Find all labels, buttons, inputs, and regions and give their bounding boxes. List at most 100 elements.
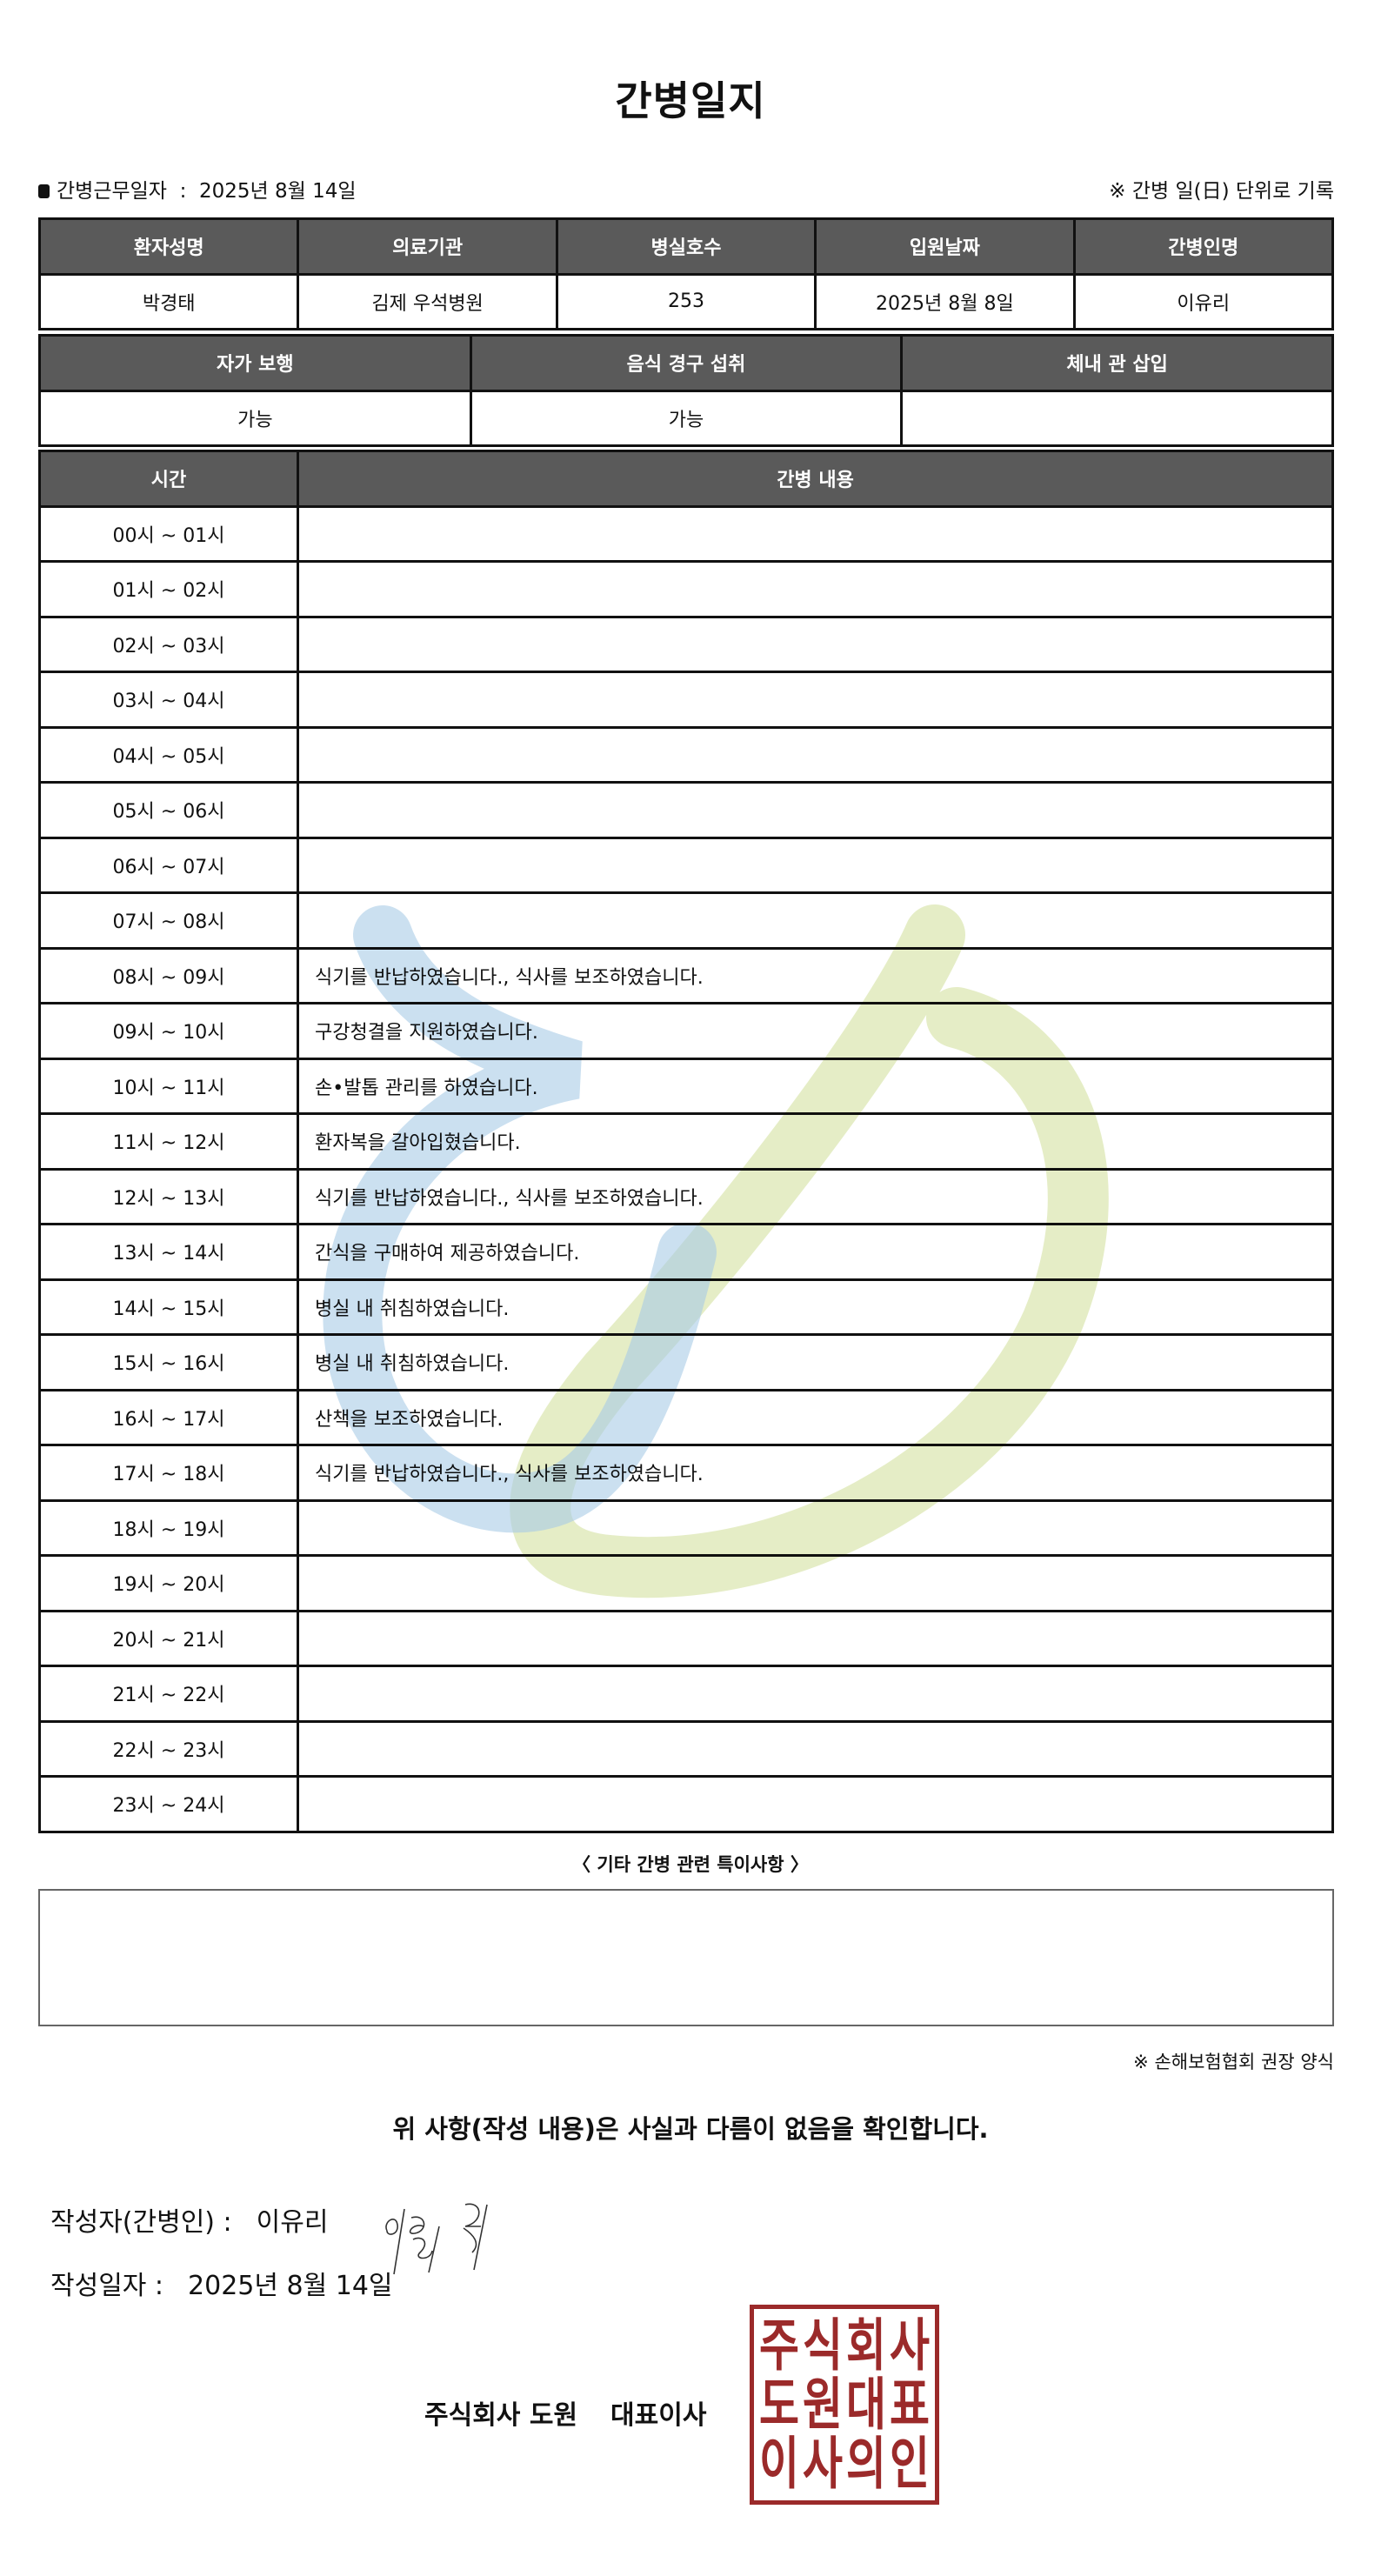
seal-character: 인 [890, 2431, 930, 2497]
special-notes-field[interactable] [38, 1889, 1334, 2026]
care-content-cell[interactable] [297, 1498, 1334, 1557]
care-content-cell[interactable] [297, 1665, 1334, 1723]
time-cell: 22시 ~ 23시 [38, 1719, 299, 1778]
table-row: 02시 ~ 03시 [38, 615, 1334, 673]
care-content-cell[interactable] [297, 1554, 1334, 1612]
care-content-cell[interactable]: 환자복을 갈아입혔습니다. [297, 1112, 1334, 1171]
company-signature-line: 주식회사 도원 대표이사 [424, 2393, 706, 2432]
care-content-cell[interactable]: 병실 내 취침하였습니다. [297, 1333, 1334, 1391]
care-content-cell[interactable]: 손•발톱 관리를 하였습니다. [297, 1057, 1334, 1115]
table-row: 18시 ~ 19시 [38, 1498, 1334, 1557]
writer-line: 작성자(간병인) : 이유리 [50, 2200, 328, 2239]
time-cell: 06시 ~ 07시 [38, 836, 299, 894]
time-cell: 11시 ~ 12시 [38, 1112, 299, 1171]
info-line: 간병근무일자 : 2025년 8월 14일 ※ 간병 일(日) 단위로 기록 [38, 174, 1334, 204]
table-row: 07시 ~ 08시 [38, 891, 1334, 950]
table-row: 10시 ~ 11시 손•발톱 관리를 하였습니다. [38, 1057, 1334, 1115]
status-header-row: 자가 보행 음식 경구 섭취 체내 관 삽입 [38, 334, 1334, 392]
write-date-label: 작성일자 : [50, 2271, 164, 2301]
table-row: 06시 ~ 07시 [38, 836, 1334, 894]
header-walking: 자가 보행 [38, 334, 472, 392]
bullet-icon [38, 184, 50, 198]
time-cell: 14시 ~ 15시 [38, 1278, 299, 1336]
time-cell: 03시 ~ 04시 [38, 671, 299, 729]
write-date-value: 2025년 8월 14일 [188, 2271, 393, 2301]
time-cell: 07시 ~ 08시 [38, 891, 299, 950]
care-content-cell[interactable] [297, 781, 1334, 839]
seal-character: 사 [803, 2431, 843, 2497]
patient-value-row: 박경태 김제 우석병원 253 2025년 8월 8일 이유리 [37, 272, 1335, 330]
oral-intake-value: 가능 [469, 389, 904, 447]
table-row: 15시 ~ 16시 병실 내 취침하였습니다. [38, 1333, 1334, 1391]
time-cell: 17시 ~ 18시 [38, 1444, 299, 1502]
seal-character: 사 [890, 2312, 930, 2379]
time-cell: 10시 ~ 11시 [38, 1057, 299, 1115]
care-content-cell[interactable]: 식기를 반납하였습니다., 식사를 보조하였습니다. [297, 946, 1334, 1004]
header-hospital: 의료기관 [297, 217, 558, 276]
care-content-cell[interactable] [297, 1719, 1334, 1778]
table-row: 22시 ~ 23시 [38, 1719, 1334, 1778]
care-content-cell[interactable]: 식기를 반납하였습니다., 식사를 보조하였습니다. [297, 1444, 1334, 1502]
time-cell: 05시 ~ 06시 [38, 781, 299, 839]
care-content-cell[interactable]: 병실 내 취침하였습니다. [297, 1278, 1334, 1336]
seal-character: 식 [803, 2312, 843, 2379]
colon: : [166, 180, 199, 203]
form-note: ※ 손해보험협회 권장 양식 [1133, 2052, 1334, 2072]
time-cell: 18시 ~ 19시 [38, 1498, 299, 1557]
table-row: 19시 ~ 20시 [38, 1554, 1334, 1612]
care-content-cell[interactable] [297, 671, 1334, 729]
time-cell: 13시 ~ 14시 [38, 1223, 299, 1281]
header-patient-name: 환자성명 [37, 217, 300, 276]
care-content-cell[interactable]: 간식을 구매하여 제공하였습니다. [297, 1223, 1334, 1281]
seal-character: 의 [846, 2431, 886, 2497]
table-row: 11시 ~ 12시 환자복을 갈아입혔습니다. [38, 1112, 1334, 1171]
company-name: 주식회사 도원 [424, 2400, 578, 2431]
table-row: 21시 ~ 22시 [38, 1665, 1334, 1723]
patient-table: 환자성명 의료기관 병실호수 입원날짜 간병인명 박경태 김제 우석병원 253… [37, 217, 1335, 330]
care-content-cell[interactable] [297, 891, 1334, 950]
admission-date: 2025년 8월 8일 [814, 272, 1076, 330]
time-cell: 20시 ~ 21시 [38, 1609, 299, 1667]
time-cell: 08시 ~ 09시 [38, 946, 299, 1004]
care-content-cell[interactable]: 산책을 보조하였습니다. [297, 1388, 1334, 1446]
header-admission-date: 입원날짜 [814, 217, 1076, 276]
care-log-table: 시간 간병 내용 00시 ~ 01시 01시 ~ 02시 02시 ~ 03시 03시 … [38, 450, 1334, 1833]
handwritten-signature-icon [385, 2203, 488, 2275]
table-row: 23시 ~ 24시 [38, 1775, 1334, 1833]
seal-character: 도 [759, 2372, 799, 2438]
table-row: 05시 ~ 06시 [38, 781, 1334, 839]
table-row: 08시 ~ 09시 식기를 반납하였습니다., 식사를 보조하였습니다. [38, 946, 1334, 1004]
care-content-cell[interactable]: 식기를 반납하였습니다., 식사를 보조하였습니다. [297, 1167, 1334, 1225]
status-table: 자가 보행 음식 경구 섭취 체내 관 삽입 가능 가능 [38, 334, 1334, 447]
record-note: ※ 간병 일(日) 단위로 기록 [1109, 180, 1334, 203]
status-value-row: 가능 가능 [38, 389, 1334, 447]
time-cell: 04시 ~ 05시 [38, 725, 299, 784]
work-date-label: 간병근무일자 [57, 180, 167, 203]
table-row: 12시 ~ 13시 식기를 반납하였습니다., 식사를 보조하였습니다. [38, 1167, 1334, 1225]
care-content-cell[interactable] [297, 1609, 1334, 1667]
care-content-cell[interactable] [297, 836, 1334, 894]
seal-character: 회 [846, 2312, 886, 2379]
table-row: 04시 ~ 05시 [38, 725, 1334, 784]
caregiver-name: 이유리 [1072, 272, 1335, 330]
care-content-cell[interactable] [297, 1775, 1334, 1833]
table-row: 17시 ~ 18시 식기를 반납하였습니다., 식사를 보조하였습니다. [38, 1444, 1334, 1502]
table-row: 16시 ~ 17시 산책을 보조하였습니다. [38, 1388, 1334, 1446]
time-cell: 16시 ~ 17시 [38, 1388, 299, 1446]
care-content-cell[interactable] [297, 504, 1334, 563]
work-date-value: 2025년 8월 14일 [198, 180, 357, 203]
care-content-cell[interactable] [297, 560, 1334, 618]
writer-label: 작성자(간병인) : [50, 2207, 232, 2238]
care-content-cell[interactable] [297, 725, 1334, 784]
header-content: 간병 내용 [297, 450, 1334, 508]
seal-character: 이 [759, 2431, 799, 2497]
table-row: 14시 ~ 15시 병실 내 취침하였습니다. [38, 1278, 1334, 1336]
time-cell: 01시 ~ 02시 [38, 560, 299, 618]
care-content-cell[interactable]: 구강청결을 지원하였습니다. [297, 1002, 1334, 1060]
care-content-cell[interactable] [297, 615, 1334, 673]
ceo-title: 대표이사 [610, 2400, 707, 2431]
seal-character: 주 [759, 2312, 799, 2379]
work-date: 간병근무일자 : 2025년 8월 14일 [38, 174, 357, 204]
write-date-line: 작성일자 : 2025년 8월 14일 [50, 2264, 393, 2302]
table-row: 09시 ~ 10시 구강청결을 지원하였습니다. [38, 1002, 1334, 1060]
